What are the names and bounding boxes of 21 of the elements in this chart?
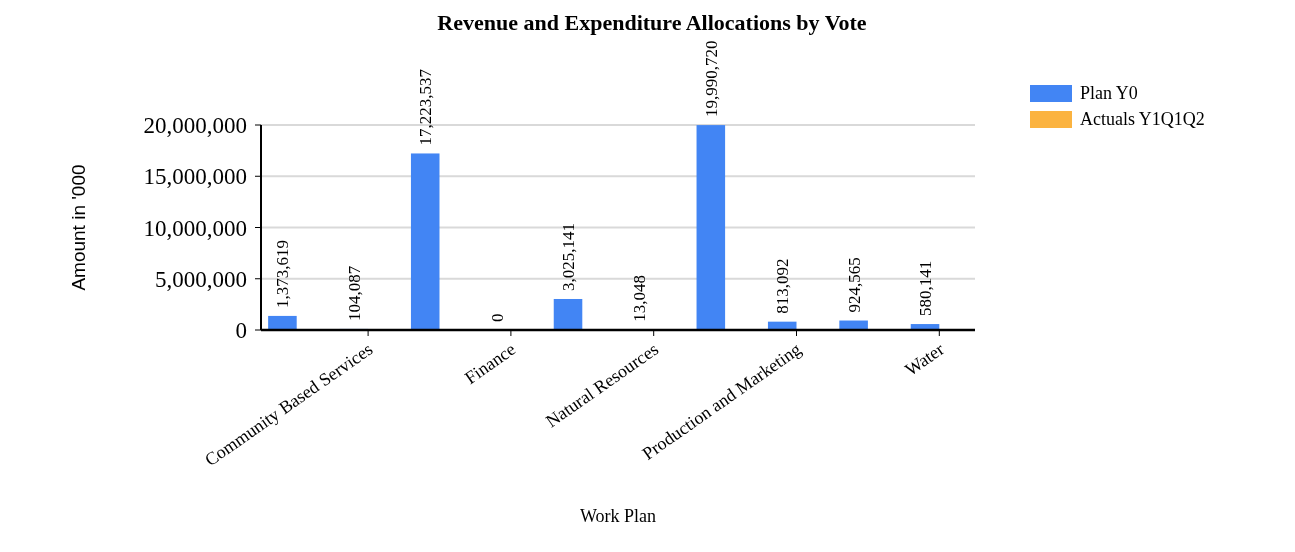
x-tick-label: Water [901,338,948,380]
y-tick-label: 10,000,000 [143,215,247,241]
y-tick-label: 0 [235,318,247,344]
y-tick-label: 15,000,000 [143,164,247,190]
data-label: 3,025,141 [559,222,579,291]
data-label: 19,990,720 [701,40,721,118]
chart-title: Revenue and Expenditure Allocations by Vote [437,10,867,35]
data-label: 580,141 [916,260,936,317]
data-label: 17,223,537 [416,68,436,146]
data-label: 813,092 [773,258,793,314]
data-label: 104,087 [344,265,364,321]
legend-label: Plan Y0 [1080,83,1138,103]
data-label: 1,373,619 [273,239,293,308]
y-tick-label: 5,000,000 [155,266,247,292]
data-label: 13,048 [630,275,650,322]
data-label: 924,565 [844,257,864,313]
y-tick-label: 20,000,000 [143,113,247,139]
legend-label: Actuals Y1Q1Q2 [1080,109,1205,129]
data-label: 0 [487,313,507,322]
x-axis-title: Work Plan [579,506,657,526]
y-axis-title: Amount in '000 [68,164,89,291]
